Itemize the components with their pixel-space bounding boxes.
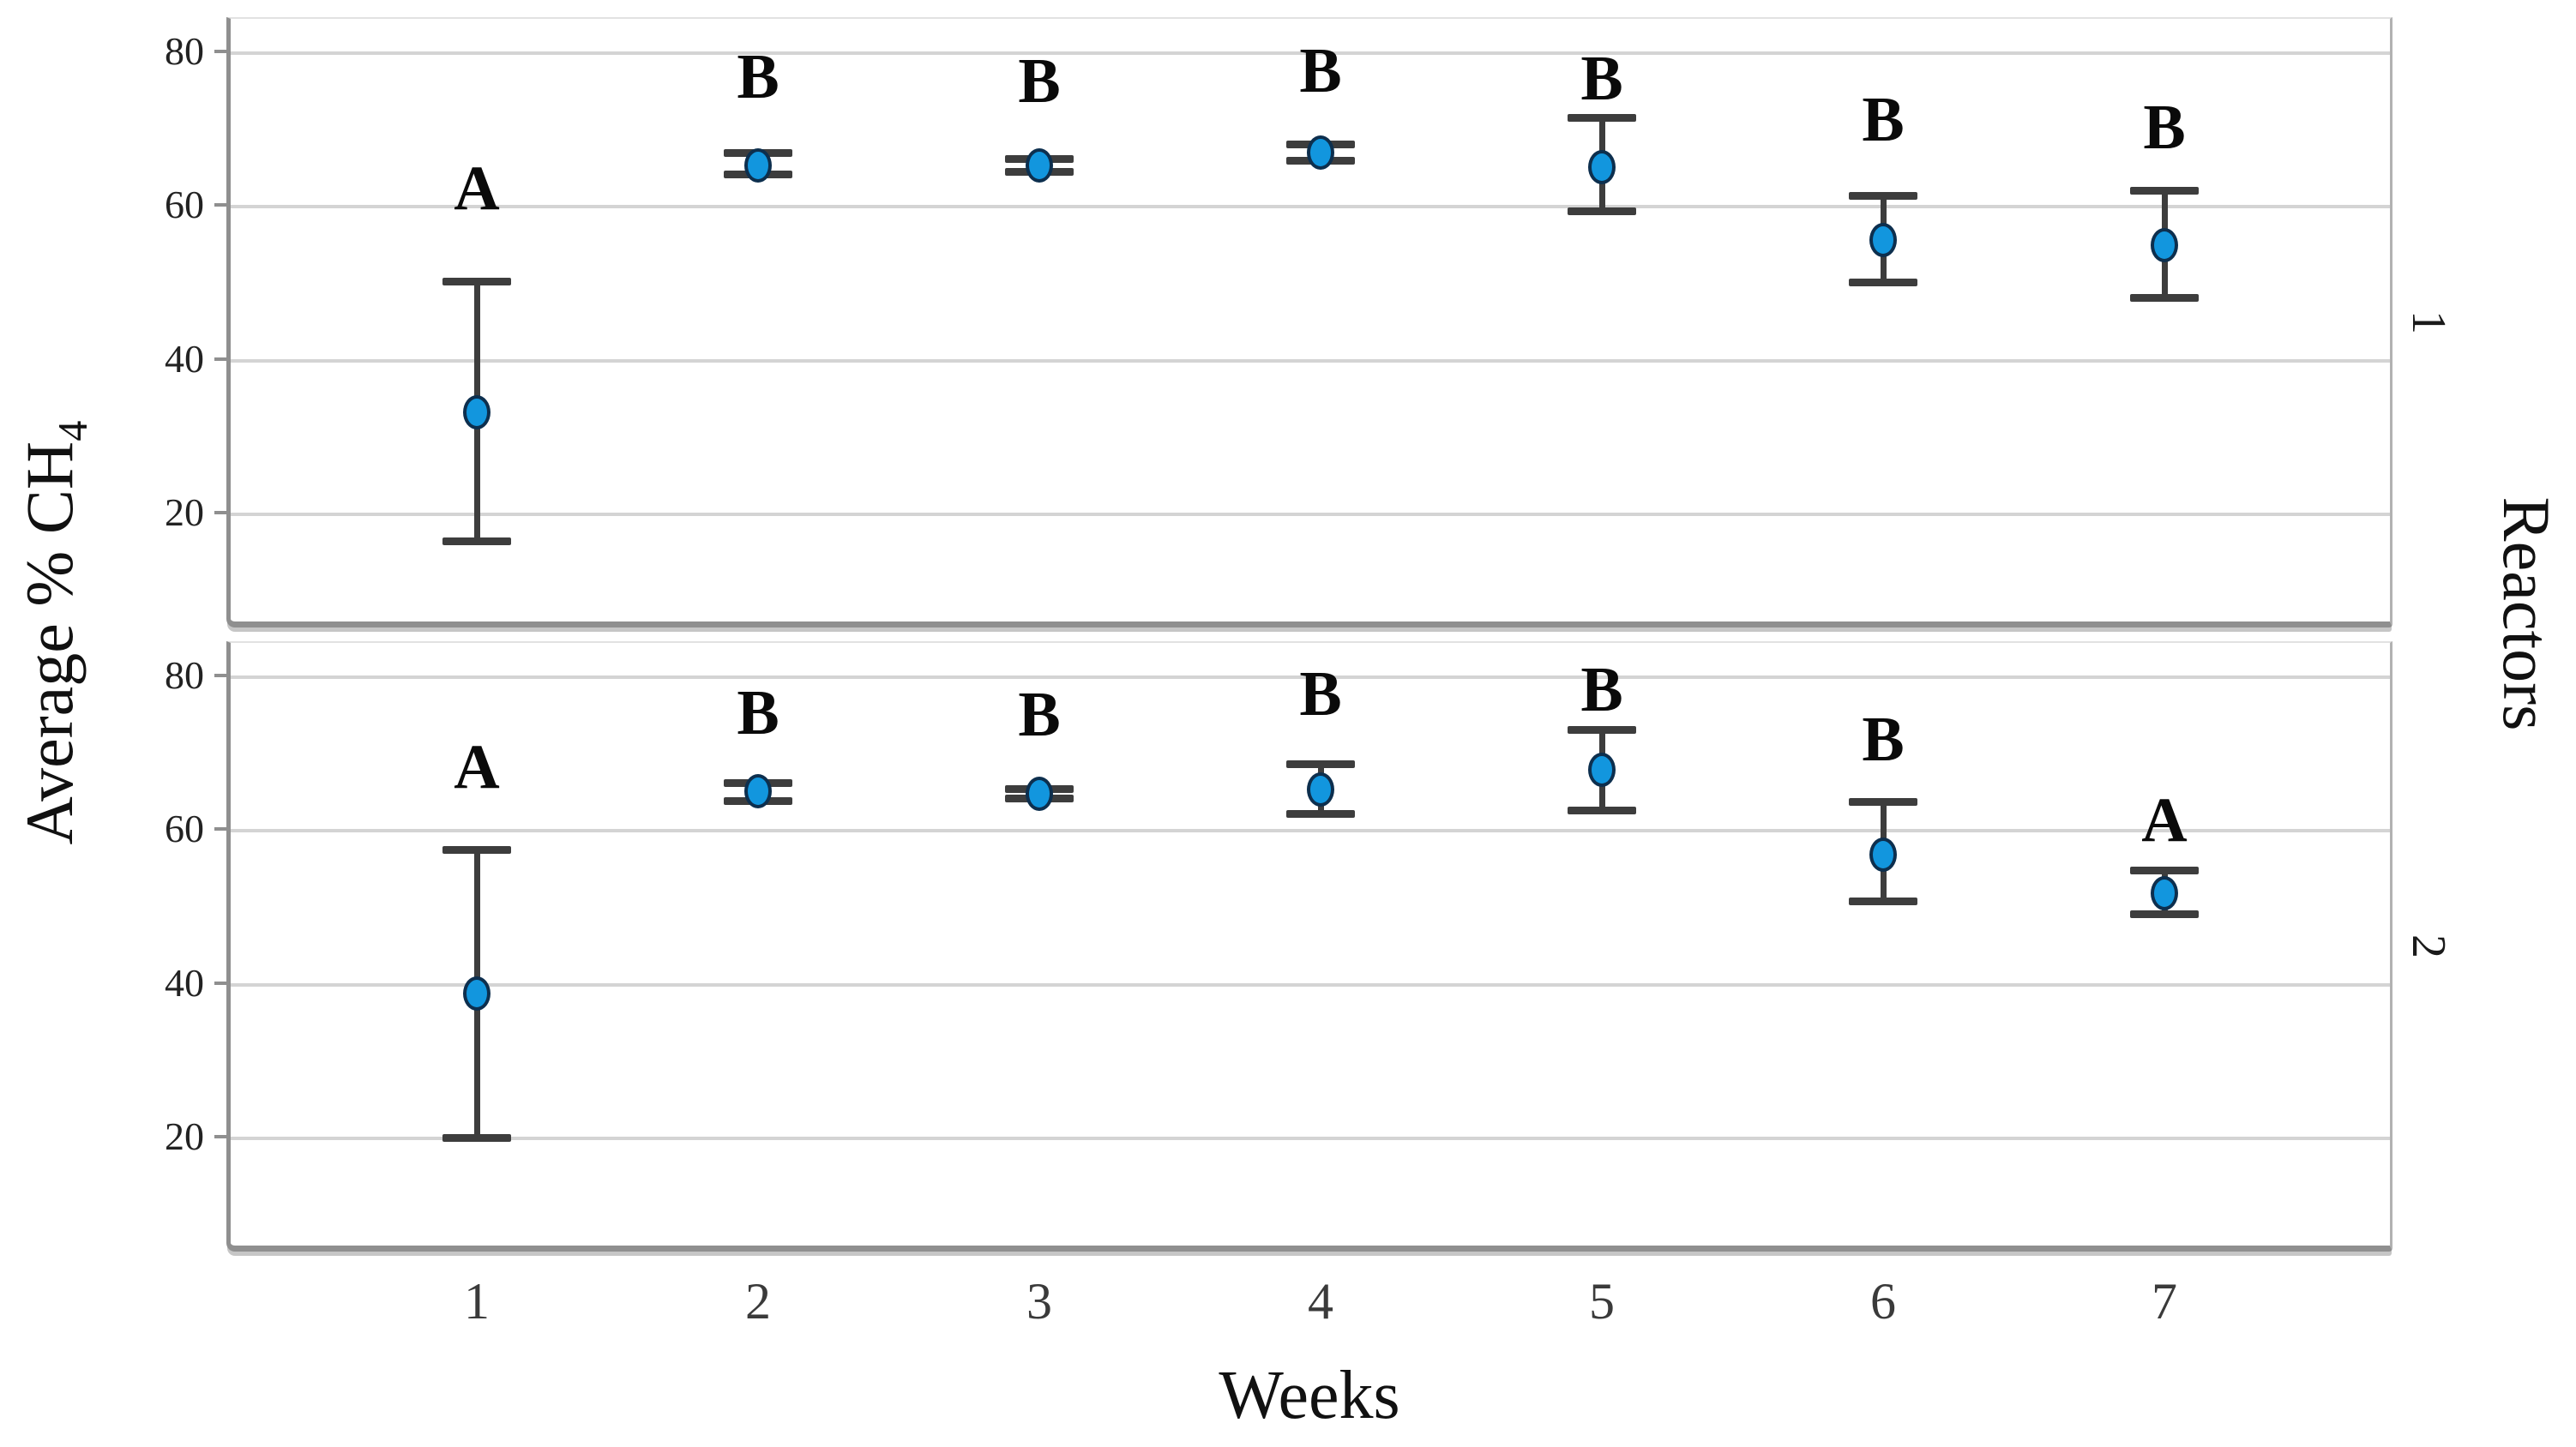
- y-axis-title-subscript: 4: [50, 420, 96, 441]
- error-bar-cap-upper: [1568, 725, 1636, 734]
- data-point-marker: [1026, 147, 1053, 183]
- data-point-marker: [463, 976, 491, 1012]
- panel-reactor-1: [226, 17, 2392, 627]
- y-tick-label: 60: [165, 183, 204, 227]
- gridline-20: [231, 512, 2390, 516]
- significance-letter: B: [737, 42, 779, 113]
- y-tick-mark: [214, 1134, 226, 1138]
- error-bar-cap-upper: [2130, 186, 2199, 195]
- y-tick-mark: [214, 203, 226, 207]
- gridline-60: [231, 205, 2390, 209]
- y-tick-mark: [214, 674, 226, 678]
- significance-letter: B: [1018, 679, 1061, 750]
- gridline-80: [231, 51, 2390, 56]
- significance-letter: A: [2141, 785, 2188, 856]
- gridline-60: [231, 829, 2390, 833]
- significance-letter: B: [1580, 655, 1623, 726]
- gridline-40: [231, 982, 2390, 987]
- x-tick-label: 2: [745, 1273, 771, 1330]
- significance-letter: B: [1862, 84, 1905, 155]
- significance-letter: A: [454, 731, 500, 802]
- gridline-40: [231, 358, 2390, 363]
- y-tick-mark: [214, 357, 226, 361]
- data-point-marker: [744, 773, 772, 808]
- x-tick-label: 3: [1026, 1273, 1052, 1330]
- error-bar-cap-upper: [1849, 191, 1917, 200]
- strip-label-reactor-1: 1: [2402, 310, 2455, 334]
- significance-letter: B: [1862, 705, 1905, 776]
- data-point-marker: [1588, 752, 1616, 787]
- y-axis-title: Average % CH4: [12, 420, 96, 845]
- data-point-marker: [2151, 227, 2178, 262]
- y-tick-label: 80: [165, 653, 204, 698]
- y-tick-label: 60: [165, 807, 204, 851]
- significance-letter: B: [737, 677, 779, 748]
- error-bar-cap-lower: [2130, 293, 2199, 302]
- error-bar-cap-lower: [1849, 897, 1917, 905]
- data-point-marker: [463, 395, 491, 430]
- error-bar-cap-upper: [1568, 114, 1636, 123]
- y-tick-mark: [214, 981, 226, 985]
- significance-letter: B: [1580, 44, 1623, 115]
- data-point-marker: [1588, 149, 1616, 184]
- error-bar-cap-lower: [1849, 278, 1917, 286]
- significance-letter: B: [2143, 92, 2186, 163]
- significance-letter: A: [454, 153, 500, 225]
- y-tick-label: 40: [165, 960, 204, 1005]
- data-point-marker: [1307, 772, 1334, 807]
- data-point-marker: [1026, 777, 1053, 812]
- data-point-marker: [2151, 875, 2178, 910]
- data-point-marker: [744, 147, 772, 183]
- error-bar-cap-lower: [442, 537, 511, 545]
- y-tick-mark: [214, 827, 226, 832]
- strip-label-reactor-2: 2: [2402, 934, 2455, 958]
- error-bar-cap-upper: [1849, 798, 1917, 807]
- x-tick-label: 6: [1870, 1273, 1896, 1330]
- x-tick-label: 4: [1308, 1273, 1333, 1330]
- x-tick-label: 5: [1589, 1273, 1615, 1330]
- error-bar-cap-lower: [1568, 207, 1636, 216]
- error-bar-cap-lower: [442, 1134, 511, 1143]
- x-axis-title: Weeks: [1219, 1358, 1400, 1433]
- error-bar-cap-upper: [2130, 866, 2199, 874]
- data-point-marker: [1307, 135, 1334, 170]
- gridline-20: [231, 1136, 2390, 1140]
- error-bar-cap-upper: [442, 845, 511, 854]
- error-bar-cap-lower: [2130, 910, 2199, 918]
- data-point-marker: [1869, 837, 1897, 872]
- data-point-marker: [1869, 222, 1897, 257]
- error-bar-cap-upper: [442, 278, 511, 286]
- facet-axis-title: Reactors: [2489, 496, 2564, 731]
- gridline-80: [231, 675, 2390, 680]
- significance-letter: B: [1299, 658, 1342, 730]
- error-bar-cap-upper: [1286, 760, 1355, 769]
- x-tick-label: 7: [2152, 1273, 2177, 1330]
- y-tick-label: 80: [165, 29, 204, 74]
- significance-letter: B: [1018, 45, 1061, 117]
- error-bar-cap-lower: [1286, 809, 1355, 818]
- y-tick-mark: [214, 50, 226, 54]
- panel-reactor-2: [226, 641, 2392, 1252]
- y-tick-mark: [214, 510, 226, 514]
- significance-letter: B: [1299, 36, 1342, 107]
- y-tick-label: 20: [165, 1114, 204, 1158]
- y-tick-label: 20: [165, 489, 204, 534]
- error-bar-cap-lower: [1568, 806, 1636, 814]
- y-tick-label: 40: [165, 336, 204, 381]
- x-tick-label: 1: [464, 1273, 490, 1330]
